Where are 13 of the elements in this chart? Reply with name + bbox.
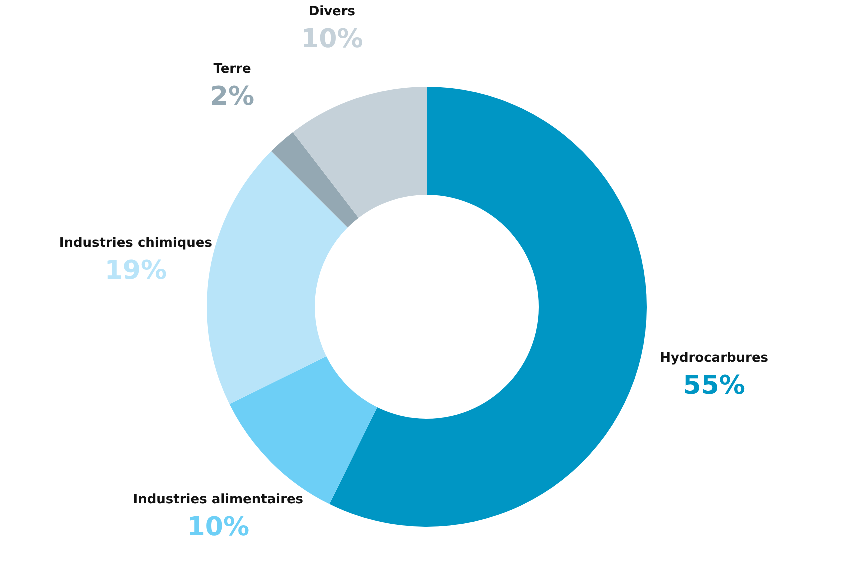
- data-label: 2%: [210, 82, 255, 112]
- data-label: 10%: [187, 512, 250, 543]
- donut-slice: [271, 132, 359, 228]
- slice-label: Hydrocarbures: [660, 350, 769, 366]
- slice-label: Industries chimiques: [59, 236, 213, 251]
- data-label: 10%: [301, 24, 364, 55]
- slice-label: Divers: [308, 4, 356, 20]
- slice-label: Terre: [214, 62, 252, 78]
- donut-slice: [293, 87, 427, 218]
- donut-slice: [330, 87, 647, 527]
- data-label: 19%: [104, 256, 168, 286]
- slice-label: Industries alimentaires: [133, 492, 304, 508]
- data-label: 55%: [683, 370, 746, 401]
